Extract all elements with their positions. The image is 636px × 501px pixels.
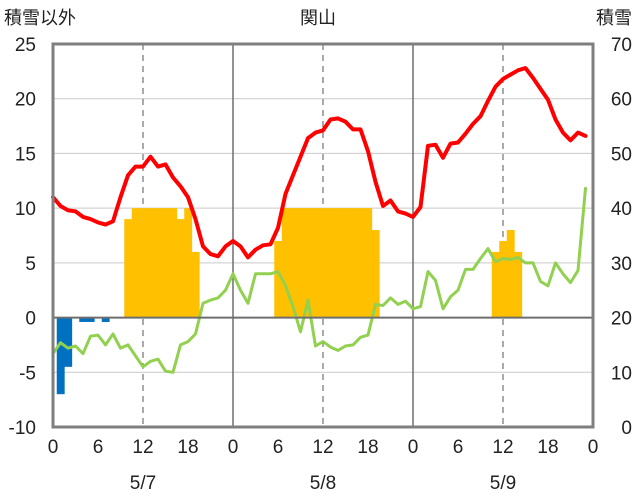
bar [124,219,133,318]
right-y-tick-label: 0 [621,418,632,439]
green-line [51,186,587,374]
x-tick-label: 18 [177,437,198,458]
bar [311,208,320,318]
negative-bar [79,317,88,322]
right-y-tick-label: 30 [611,254,632,275]
bar [139,208,148,318]
bar [304,208,313,318]
bar [334,208,343,318]
right-y-tick-label: 60 [611,90,632,111]
left-y-tick-label: 0 [25,309,36,330]
snow-depth-bars [124,208,523,318]
bar [191,251,200,318]
bar [371,230,380,318]
bar [146,208,155,318]
right-axis-label: 積雪 [596,8,632,29]
x-tick-label: 0 [228,437,239,458]
bar [184,208,193,318]
bar [356,208,365,318]
left-y-tick-label: 10 [15,199,36,220]
negative-bar [86,317,95,322]
bar [289,208,298,318]
bar [161,208,170,318]
bar [341,208,350,318]
day-labels: 5/7 5/8 5/9 [130,473,516,494]
x-tick-label: 0 [408,437,419,458]
right-y-tick-label: 40 [611,199,632,220]
bar [274,240,283,318]
negative-bar [101,317,110,322]
bar [281,208,290,318]
left-y-tick-label: 15 [15,144,36,165]
bar [364,208,373,318]
bar [319,208,328,318]
left-y-tick-labels: 25 20 15 10 5 0 -5 -10 [9,35,36,439]
x-tick-label: 6 [273,437,284,458]
left-y-tick-label: -10 [9,418,36,439]
bar [349,208,358,318]
left-y-tick-label: 25 [15,35,36,56]
line-series [51,66,588,374]
left-axis-label: 積雪以外 [4,8,76,29]
x-tick-label: 12 [492,437,513,458]
bar [491,251,500,318]
x-tick-label: 6 [93,437,104,458]
negative-bar [56,317,65,395]
right-y-tick-label: 70 [611,35,632,56]
bar [514,251,523,318]
x-tick-labels: 0 6 12 18 0 6 12 18 0 6 12 18 0 [48,437,599,458]
chart-title: 関山 [300,8,336,29]
x-tick-label: 12 [312,437,333,458]
day-label: 5/7 [130,473,156,494]
left-y-tick-label: 20 [15,90,36,111]
bar [154,208,163,318]
x-tick-label: 18 [537,437,558,458]
negative-bar [64,317,73,367]
negative-bars [56,317,110,395]
plot-frame [51,42,595,429]
right-y-tick-label: 50 [611,144,632,165]
x-tick-label: 12 [132,437,153,458]
red-line [51,66,588,260]
day-label: 5/9 [490,473,516,494]
bar [326,208,335,318]
x-tick-label: 0 [588,437,599,458]
right-y-tick-labels: 70 60 50 40 30 20 10 0 [611,35,632,439]
bar [499,240,508,318]
x-tick-label: 18 [357,437,378,458]
x-tick-label: 6 [453,437,464,458]
right-y-tick-label: 20 [611,309,632,330]
bar [176,219,185,318]
right-y-tick-label: 10 [611,363,632,384]
bar [506,230,515,318]
x-tick-label: 0 [48,437,59,458]
left-y-tick-label: -5 [19,363,36,384]
day-label: 5/8 [310,473,336,494]
left-y-tick-label: 5 [25,254,36,275]
bar [296,208,305,318]
bar [131,208,140,318]
bar [169,208,178,318]
